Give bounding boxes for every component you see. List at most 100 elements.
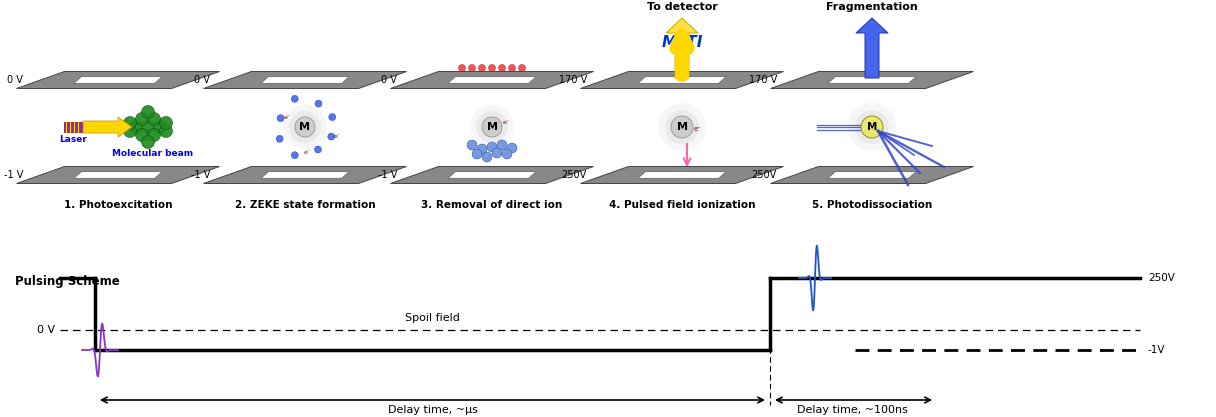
Polygon shape xyxy=(666,18,698,78)
Text: e⁻: e⁻ xyxy=(333,134,340,139)
Circle shape xyxy=(482,152,492,162)
Polygon shape xyxy=(638,77,726,83)
Circle shape xyxy=(482,117,502,137)
Polygon shape xyxy=(17,166,220,183)
Polygon shape xyxy=(828,172,916,178)
Polygon shape xyxy=(638,172,726,178)
Circle shape xyxy=(855,110,889,144)
Polygon shape xyxy=(261,77,349,83)
Circle shape xyxy=(507,143,517,153)
Text: 1. Photoexcitation: 1. Photoexcitation xyxy=(63,200,173,210)
Circle shape xyxy=(283,105,327,149)
Text: M: M xyxy=(299,122,310,132)
Circle shape xyxy=(848,103,896,151)
Circle shape xyxy=(489,65,495,71)
Text: Spoil field: Spoil field xyxy=(405,313,460,323)
Text: Pulsing Scheme: Pulsing Scheme xyxy=(15,275,119,288)
Circle shape xyxy=(471,105,514,149)
Text: e⁻: e⁻ xyxy=(694,126,702,132)
Circle shape xyxy=(328,113,336,121)
Polygon shape xyxy=(17,71,220,88)
Text: e⁻: e⁻ xyxy=(503,120,511,125)
Circle shape xyxy=(147,113,161,126)
Circle shape xyxy=(486,142,497,152)
Text: 0 V: 0 V xyxy=(36,325,55,335)
Text: e⁻: e⁻ xyxy=(283,116,291,121)
Circle shape xyxy=(289,111,321,143)
Circle shape xyxy=(860,115,884,139)
Polygon shape xyxy=(203,71,406,88)
Text: Laser: Laser xyxy=(60,135,86,144)
Polygon shape xyxy=(580,166,783,183)
Polygon shape xyxy=(449,172,536,178)
Text: -1 V: -1 V xyxy=(4,170,23,180)
Circle shape xyxy=(124,125,136,138)
Circle shape xyxy=(276,136,283,142)
Circle shape xyxy=(135,128,148,141)
Text: -1 V: -1 V xyxy=(378,170,396,180)
Circle shape xyxy=(277,115,285,122)
Circle shape xyxy=(479,65,485,71)
Circle shape xyxy=(492,148,502,158)
Circle shape xyxy=(159,125,173,138)
Text: 2. ZEKE state formation: 2. ZEKE state formation xyxy=(235,200,376,210)
Circle shape xyxy=(129,121,142,133)
Polygon shape xyxy=(390,166,593,183)
Circle shape xyxy=(292,152,298,159)
Circle shape xyxy=(518,65,525,71)
Circle shape xyxy=(147,128,161,141)
Circle shape xyxy=(499,65,506,71)
Polygon shape xyxy=(261,172,349,178)
Circle shape xyxy=(477,144,486,154)
Polygon shape xyxy=(449,77,536,83)
Text: 0 V: 0 V xyxy=(381,75,396,85)
Text: 5. Photodissociation: 5. Photodissociation xyxy=(812,200,933,210)
Polygon shape xyxy=(580,71,783,88)
Text: 250V: 250V xyxy=(562,170,587,180)
Text: 170 V: 170 V xyxy=(749,75,777,85)
Text: 250V: 250V xyxy=(1148,273,1175,283)
Circle shape xyxy=(141,136,154,148)
Text: Molecular beam: Molecular beam xyxy=(112,149,193,158)
Circle shape xyxy=(295,117,315,137)
Circle shape xyxy=(468,65,475,71)
Circle shape xyxy=(141,121,154,133)
Circle shape xyxy=(475,111,508,143)
Circle shape xyxy=(159,116,173,130)
Polygon shape xyxy=(856,18,888,78)
Circle shape xyxy=(861,116,883,138)
Text: M: M xyxy=(486,122,497,132)
Text: Delay time, ~μs: Delay time, ~μs xyxy=(388,405,478,415)
Text: 3. Removal of direct ion: 3. Removal of direct ion xyxy=(422,200,563,210)
Polygon shape xyxy=(64,122,81,132)
Polygon shape xyxy=(828,77,916,83)
Circle shape xyxy=(472,149,482,159)
Circle shape xyxy=(467,140,477,150)
Text: 0 V: 0 V xyxy=(195,75,210,85)
Text: -1V: -1V xyxy=(1148,345,1165,355)
Circle shape xyxy=(328,133,334,140)
Polygon shape xyxy=(74,172,162,178)
Polygon shape xyxy=(203,166,406,183)
Polygon shape xyxy=(771,166,974,183)
Text: Delay time, ~100ns: Delay time, ~100ns xyxy=(796,405,908,415)
Circle shape xyxy=(294,116,316,138)
Text: 0 V: 0 V xyxy=(7,75,23,85)
Circle shape xyxy=(141,106,154,118)
Text: e⁻: e⁻ xyxy=(304,150,311,155)
Circle shape xyxy=(458,65,466,71)
Circle shape xyxy=(135,113,148,126)
Circle shape xyxy=(670,115,694,139)
Circle shape xyxy=(502,149,512,159)
Text: 250V: 250V xyxy=(751,170,777,180)
Circle shape xyxy=(315,100,322,107)
Polygon shape xyxy=(771,71,974,88)
Circle shape xyxy=(153,121,167,133)
Circle shape xyxy=(124,116,136,130)
Circle shape xyxy=(315,146,321,153)
Circle shape xyxy=(292,95,298,102)
Polygon shape xyxy=(83,117,133,137)
Polygon shape xyxy=(74,77,162,83)
Circle shape xyxy=(497,140,507,150)
Text: M: M xyxy=(867,122,877,132)
